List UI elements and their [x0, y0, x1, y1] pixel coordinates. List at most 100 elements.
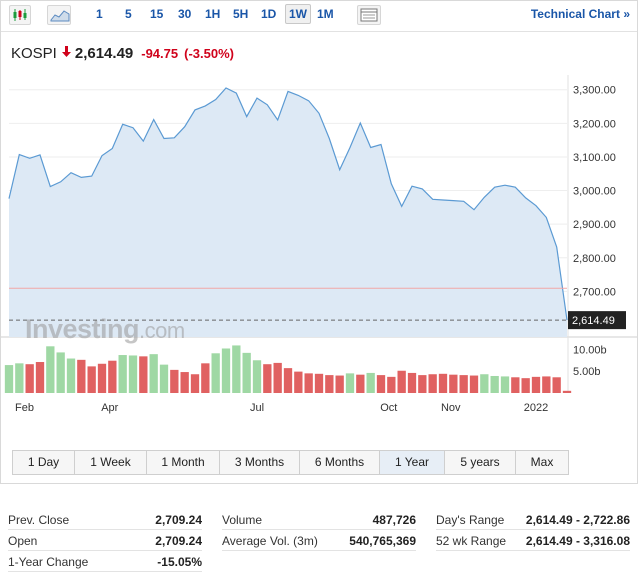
timeframe-1m[interactable]: 1M: [317, 7, 334, 21]
down-arrow-icon: [61, 46, 71, 60]
x-axis-tick: 2022: [524, 402, 548, 414]
volume-bar: [180, 372, 189, 393]
volume-bar: [35, 362, 45, 393]
volume-bar: [459, 375, 468, 393]
technical-chart-link[interactable]: Technical Chart »: [531, 7, 630, 21]
volume-bar: [149, 354, 158, 393]
stat-label: Volume: [222, 513, 263, 527]
volume-bar: [366, 372, 375, 393]
volume-bar: [500, 376, 510, 393]
timeframe-30[interactable]: 30: [178, 7, 192, 21]
stat-value: 540,765,369: [349, 534, 416, 548]
volume-bar: [25, 364, 34, 393]
volume-bar: [387, 376, 396, 393]
area-chart-icon[interactable]: [47, 5, 71, 25]
range-button-3-months[interactable]: 3 Months: [220, 451, 300, 474]
timeframe-15[interactable]: 15: [150, 7, 164, 21]
quote-header: KOSPI 2,614.49 -94.75 (-3.50%): [11, 43, 240, 63]
volume-bar: [438, 373, 448, 393]
volume-bar: [87, 366, 96, 393]
volume-bar: [221, 348, 231, 393]
investing-watermark-logo: Investing.com: [25, 314, 185, 344]
volume-bar: [232, 345, 241, 393]
stat-value: 2,709.24: [155, 534, 202, 548]
stat-row: Volume 487,726: [222, 510, 416, 530]
price-axis-tick: 2,900.00: [573, 219, 616, 231]
volume-bar: [159, 364, 169, 393]
range-button-1-day[interactable]: 1 Day: [13, 451, 75, 474]
last-value-badge: [568, 311, 626, 330]
price-axis-tick: 2,700.00: [573, 286, 616, 298]
volume-bar: [511, 377, 520, 393]
stat-row: Day's Range 2,614.49 - 2,722.86: [436, 510, 630, 530]
volume-bar: [294, 371, 303, 393]
volume-bar: [77, 359, 86, 393]
x-axis-tick: Oct: [380, 402, 397, 414]
stat-row: Average Vol. (3m) 540,765,369: [222, 531, 416, 551]
timeframe-1w[interactable]: 1W: [285, 4, 311, 24]
range-selector: 1 Day 1 Week 1 Month 3 Months 6 Months 1 Year…: [12, 450, 569, 475]
price-line: [8, 87, 568, 321]
volume-bar: [273, 362, 282, 393]
range-button-1-week[interactable]: 1 Week: [75, 451, 147, 474]
stat-value: 2,614.49 - 2,722.86: [525, 513, 630, 527]
volume-bar: [211, 353, 220, 393]
timeframe-1d[interactable]: 1D: [261, 7, 277, 21]
volume-bar: [356, 374, 365, 393]
stat-label: Average Vol. (3m): [222, 534, 318, 548]
range-button-1-month[interactable]: 1 Month: [147, 451, 220, 474]
volume-bar: [56, 352, 65, 393]
stat-row: 1-Year Change -15.05%: [8, 552, 202, 572]
range-button-1-year[interactable]: 1 Year: [380, 451, 445, 474]
volume-bar: [335, 375, 344, 393]
volume-bar: [531, 376, 541, 393]
volume-bar: [304, 373, 313, 393]
last-value-label: 2,614.49: [572, 315, 615, 327]
volume-bar: [170, 369, 179, 393]
volume-bar: [97, 363, 107, 393]
stat-value: 487,726: [372, 513, 416, 527]
double-chevron-right-icon: »: [623, 7, 630, 21]
volume-bar: [201, 363, 210, 393]
x-axis-tick: Jul: [250, 402, 264, 414]
volume-bar: [490, 375, 499, 393]
volume-bar: [562, 390, 572, 393]
last-price: 2,614.49: [74, 44, 134, 62]
volume-bar: [542, 376, 551, 393]
price-axis-tick: 3,000.00: [573, 186, 616, 198]
stat-value: -15.05%: [157, 555, 202, 569]
timeframe-5[interactable]: 5: [125, 7, 132, 21]
price-axis-tick: 2,800.00: [573, 253, 616, 265]
range-button-max[interactable]: Max: [516, 451, 568, 474]
stat-value: 2,709.24: [155, 513, 202, 527]
volume-bar: [4, 365, 14, 393]
range-button-6-months[interactable]: 6 Months: [300, 451, 380, 474]
stat-value: 2,614.49 - 3,316.08: [525, 534, 630, 548]
volume-bar: [66, 358, 76, 393]
stat-label: 1-Year Change: [8, 555, 89, 569]
volume-bar: [252, 360, 262, 393]
volume-bar: [139, 356, 148, 393]
price-axis-tick: 3,300.00: [573, 85, 616, 97]
technical-chart-label: Technical Chart: [530, 7, 620, 21]
volume-bar: [428, 374, 437, 393]
volume-bar: [242, 352, 251, 393]
volume-bar: [118, 355, 127, 393]
volume-bar: [480, 374, 489, 393]
price-change-percent: (-3.50%): [184, 45, 234, 61]
x-axis-tick: Apr: [101, 402, 118, 414]
volume-bar: [418, 375, 427, 393]
indicator-panel-icon[interactable]: [357, 5, 381, 25]
volume-bar: [46, 346, 55, 393]
range-button-5-years[interactable]: 5 years: [445, 451, 516, 474]
timeframe-5h[interactable]: 5H: [233, 7, 249, 21]
volume-bar: [108, 360, 117, 393]
candlestick-icon[interactable]: [9, 5, 31, 25]
volume-bar: [521, 378, 530, 393]
stat-label: Day's Range: [436, 513, 505, 527]
volume-bar: [190, 374, 200, 393]
timeframe-1[interactable]: 1: [96, 7, 103, 21]
price-chart[interactable]: 3,300.00 3,200.00 3,100.00 3,000.00 2,900.00…: [1, 75, 637, 425]
volume-bar: [325, 375, 334, 393]
timeframe-1h[interactable]: 1H: [205, 7, 221, 21]
